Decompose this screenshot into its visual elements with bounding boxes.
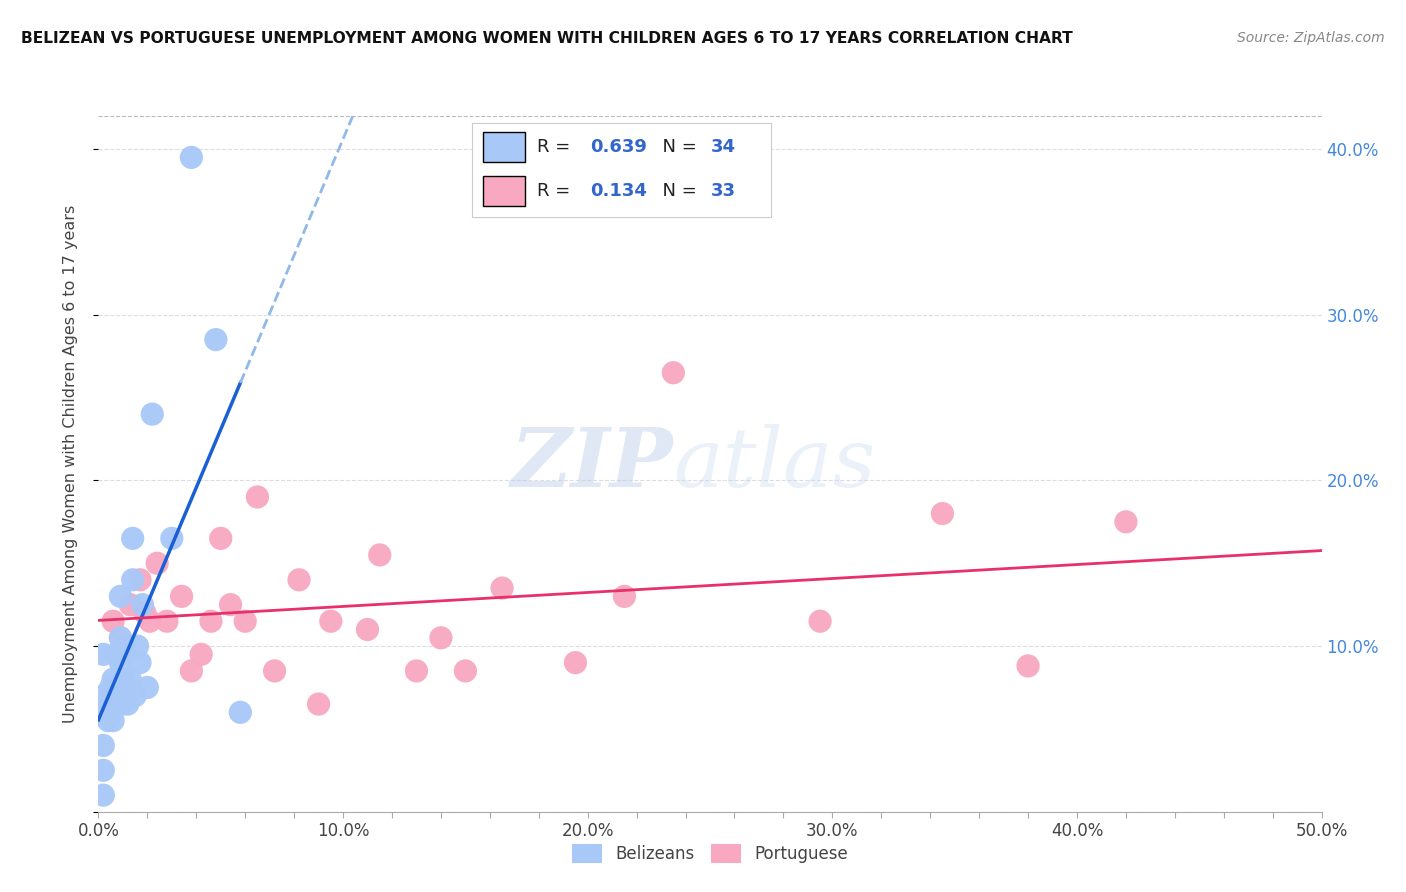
Point: [141, 407, 163, 421]
Text: ZIP: ZIP: [510, 424, 673, 504]
Point: [160, 532, 183, 546]
Point: [180, 664, 202, 678]
Point: [111, 672, 134, 686]
Point: [931, 507, 953, 521]
Point: [613, 590, 636, 604]
Point: [91, 764, 114, 778]
Point: [110, 656, 132, 670]
Point: [190, 648, 212, 662]
Point: [219, 598, 242, 612]
Point: [308, 697, 330, 711]
Point: [136, 681, 159, 695]
Point: [91, 706, 114, 720]
Point: [156, 614, 179, 628]
Point: [91, 689, 114, 703]
Point: [146, 556, 169, 570]
Y-axis label: Unemployment Among Women with Children Ages 6 to 17 years: Unemployment Among Women with Children A…: [63, 205, 77, 723]
Point: [101, 672, 124, 686]
Point: [101, 614, 124, 628]
Point: [120, 672, 142, 686]
Point: [1017, 659, 1039, 673]
Text: atlas: atlas: [673, 424, 876, 504]
Point: [104, 697, 127, 711]
Point: [180, 150, 202, 164]
Point: [107, 689, 129, 703]
Point: [110, 590, 132, 604]
Point: [209, 532, 232, 546]
Point: [200, 614, 222, 628]
Point: [134, 606, 156, 620]
Point: [91, 648, 114, 662]
Point: [131, 598, 153, 612]
Point: [110, 631, 132, 645]
Point: [101, 714, 124, 728]
Point: [229, 706, 252, 720]
Point: [454, 664, 477, 678]
Point: [100, 681, 122, 695]
Point: [233, 614, 256, 628]
Point: [491, 581, 513, 595]
Point: [405, 664, 427, 678]
Point: [319, 614, 342, 628]
Point: [288, 573, 311, 587]
Point: [564, 656, 586, 670]
Point: [129, 573, 152, 587]
Point: [91, 739, 114, 753]
Point: [120, 598, 142, 612]
Point: [104, 648, 127, 662]
Point: [110, 631, 132, 645]
Point: [205, 333, 228, 347]
Point: [263, 664, 285, 678]
Point: [114, 681, 136, 695]
Point: [1115, 515, 1137, 529]
Point: [356, 623, 378, 637]
Point: [430, 631, 453, 645]
Legend: Belizeans, Portuguese: Belizeans, Portuguese: [565, 837, 855, 870]
Point: [114, 639, 136, 653]
Point: [127, 639, 149, 653]
Point: [246, 490, 269, 504]
Point: [121, 532, 143, 546]
Point: [368, 548, 391, 562]
Point: [662, 366, 685, 380]
Point: [121, 573, 143, 587]
Point: [139, 614, 162, 628]
Point: [124, 689, 146, 703]
Text: Source: ZipAtlas.com: Source: ZipAtlas.com: [1237, 31, 1385, 45]
Point: [117, 697, 139, 711]
Point: [170, 590, 193, 604]
Point: [97, 714, 120, 728]
Point: [111, 697, 134, 711]
Point: [129, 656, 152, 670]
Point: [808, 614, 831, 628]
Point: [91, 788, 114, 802]
Text: BELIZEAN VS PORTUGUESE UNEMPLOYMENT AMONG WOMEN WITH CHILDREN AGES 6 TO 17 YEARS: BELIZEAN VS PORTUGUESE UNEMPLOYMENT AMON…: [21, 31, 1073, 46]
